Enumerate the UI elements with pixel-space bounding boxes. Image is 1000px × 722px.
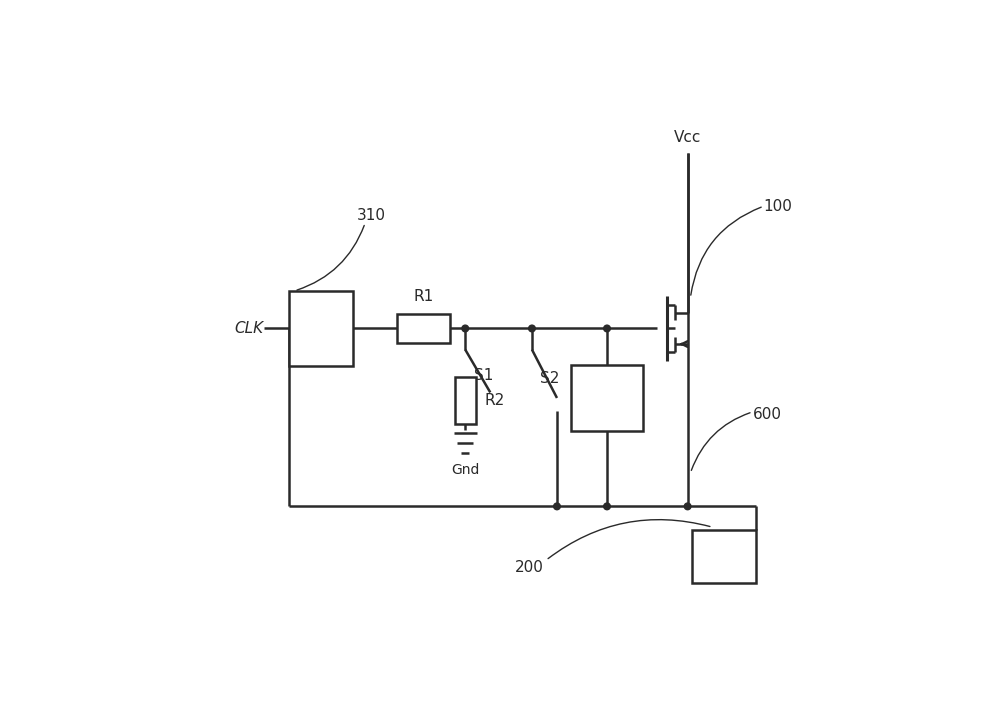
Text: 310: 310 bbox=[357, 208, 386, 223]
Bar bbox=[397, 314, 450, 343]
Bar bbox=[692, 530, 756, 583]
Circle shape bbox=[462, 325, 469, 332]
Text: 600: 600 bbox=[753, 407, 782, 422]
Text: 负载: 负载 bbox=[713, 547, 735, 565]
Text: R2: R2 bbox=[484, 393, 504, 408]
Bar bbox=[289, 291, 353, 366]
Text: 电荷泵: 电荷泵 bbox=[305, 319, 337, 337]
Text: Gnd: Gnd bbox=[451, 464, 479, 477]
Text: CLK: CLK bbox=[235, 321, 264, 336]
Text: Vcc: Vcc bbox=[674, 130, 701, 145]
Text: 200: 200 bbox=[515, 560, 544, 575]
Text: S2: S2 bbox=[540, 371, 560, 386]
Text: 100: 100 bbox=[764, 199, 793, 214]
Text: 电路: 电路 bbox=[599, 403, 615, 417]
Circle shape bbox=[684, 503, 691, 510]
Circle shape bbox=[554, 503, 560, 510]
Text: VGS保护: VGS保护 bbox=[584, 379, 630, 393]
Text: R1: R1 bbox=[413, 289, 434, 304]
Circle shape bbox=[604, 503, 610, 510]
Text: S1: S1 bbox=[474, 368, 493, 383]
Circle shape bbox=[604, 325, 610, 332]
Bar bbox=[455, 377, 476, 425]
Circle shape bbox=[529, 325, 535, 332]
Bar bbox=[571, 365, 643, 431]
